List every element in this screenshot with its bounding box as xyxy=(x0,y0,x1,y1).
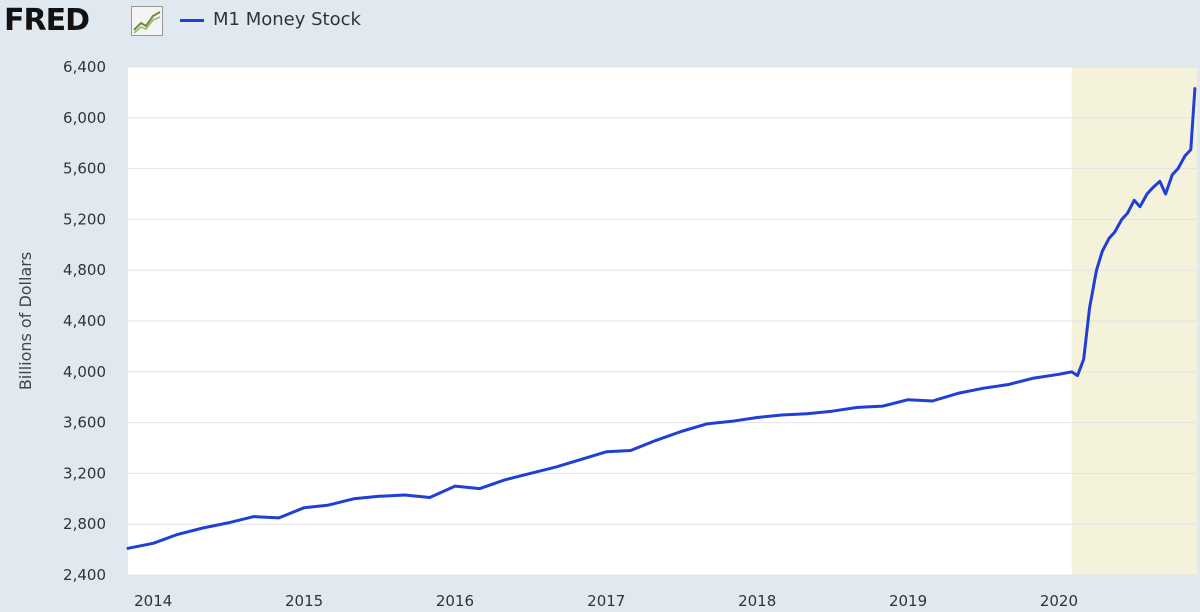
data-point xyxy=(403,493,406,497)
data-point xyxy=(1057,373,1061,376)
data-point xyxy=(830,410,834,413)
fred-graph-icon xyxy=(131,6,163,36)
y-tick-label: 5,200 xyxy=(63,210,106,228)
data-point xyxy=(1107,237,1111,240)
data-point xyxy=(1133,199,1136,202)
data-point xyxy=(277,516,281,520)
data-point xyxy=(756,416,759,419)
data-point xyxy=(1082,357,1085,361)
x-tick-label: 2020 xyxy=(1040,592,1078,610)
data-point xyxy=(1113,230,1116,234)
data-point xyxy=(730,420,734,423)
y-tick-label: 3,600 xyxy=(63,414,106,432)
y-tick-label: 4,400 xyxy=(63,312,106,330)
data-point xyxy=(881,404,884,408)
chart-header: FRED M1 Money Stock xyxy=(0,0,1200,46)
y-axis-label: Billions of Dollars xyxy=(16,252,35,390)
y-tick-label: 4,000 xyxy=(63,363,106,381)
data-point xyxy=(176,533,179,536)
data-point xyxy=(1189,148,1193,151)
data-point xyxy=(1088,307,1091,310)
data-point xyxy=(1158,180,1162,183)
y-tick-label: 6,400 xyxy=(63,58,106,76)
data-point xyxy=(1126,211,1129,215)
data-point xyxy=(1171,173,1174,177)
data-point xyxy=(503,478,507,481)
data-point xyxy=(1076,374,1079,377)
data-point xyxy=(805,412,808,415)
data-point xyxy=(201,526,204,530)
data-point xyxy=(1070,370,1073,373)
legend-swatch xyxy=(180,19,204,22)
data-point xyxy=(654,439,658,442)
y-tick-label: 2,800 xyxy=(63,515,106,533)
x-tick-label: 2017 xyxy=(587,592,625,610)
data-point xyxy=(906,398,910,401)
data-point xyxy=(126,547,130,550)
data-point xyxy=(226,521,230,525)
y-tick-label: 6,000 xyxy=(63,109,106,127)
data-point xyxy=(352,497,355,500)
y-tick-label: 4,800 xyxy=(63,261,106,279)
data-point xyxy=(554,465,557,469)
y-tick-label: 5,600 xyxy=(63,160,106,178)
data-point xyxy=(302,506,306,509)
data-point xyxy=(605,450,608,453)
data-point xyxy=(428,496,431,499)
data-point xyxy=(1032,376,1035,380)
data-point xyxy=(377,495,381,498)
data-point xyxy=(856,406,859,409)
data-point xyxy=(152,542,155,545)
y-tick-label: 2,400 xyxy=(63,566,106,584)
data-point xyxy=(679,430,683,433)
data-point xyxy=(252,515,255,518)
data-point xyxy=(1120,218,1124,221)
data-point xyxy=(453,484,457,488)
x-tick-label: 2019 xyxy=(889,592,927,610)
data-point xyxy=(1095,269,1098,272)
x-tick-label: 2014 xyxy=(134,592,172,610)
data-point xyxy=(1145,192,1149,196)
data-point xyxy=(1101,250,1104,253)
data-point xyxy=(780,413,783,417)
x-tick-label: 2018 xyxy=(738,592,776,610)
data-point xyxy=(1007,383,1010,386)
data-point xyxy=(629,449,632,452)
data-point xyxy=(981,387,985,390)
data-point xyxy=(931,399,934,403)
data-point xyxy=(956,392,959,395)
fred-logo: FRED xyxy=(4,3,90,38)
data-point xyxy=(1193,87,1197,90)
data-point xyxy=(1138,205,1142,208)
x-tick-label: 2016 xyxy=(436,592,474,610)
legend-label: M1 Money Stock xyxy=(213,9,361,30)
data-point xyxy=(478,487,481,490)
data-point xyxy=(529,472,532,475)
data-point xyxy=(1176,167,1180,170)
y-tick-label: 3,200 xyxy=(63,464,106,482)
data-point xyxy=(1164,192,1167,196)
x-tick-label: 2015 xyxy=(285,592,323,610)
data-point xyxy=(579,458,583,461)
data-point xyxy=(1183,154,1187,158)
data-point xyxy=(705,422,708,426)
data-point xyxy=(327,503,330,507)
data-point xyxy=(1151,186,1155,189)
